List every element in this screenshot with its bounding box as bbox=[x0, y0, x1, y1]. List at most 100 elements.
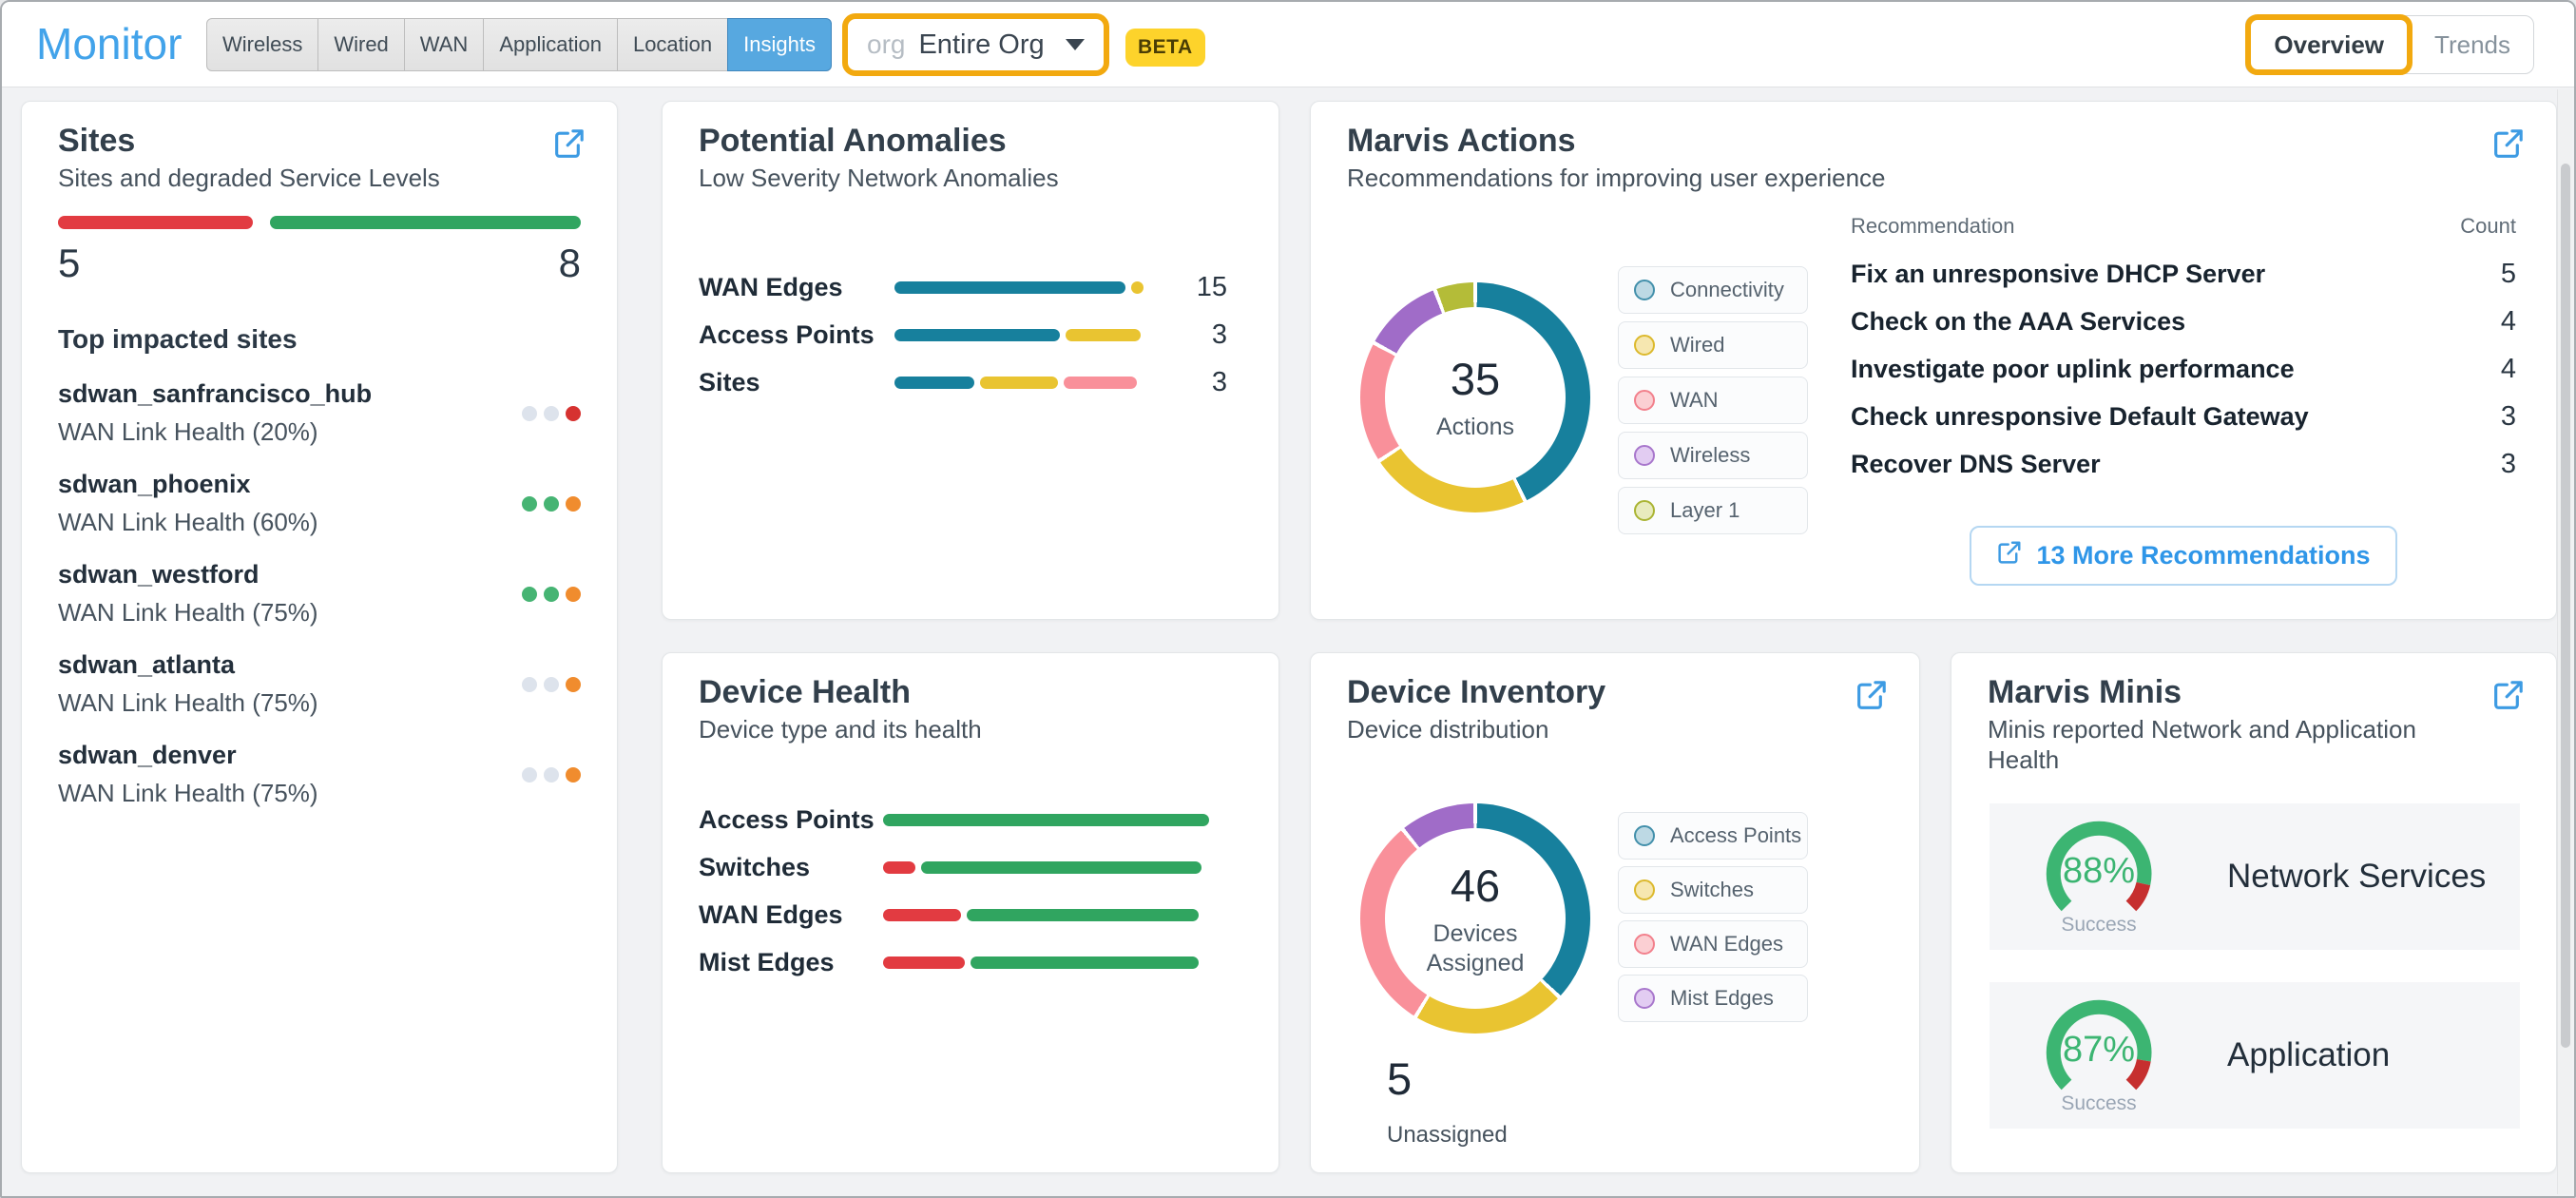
site-info: sdwan_denver WAN Link Health (75%) bbox=[58, 741, 318, 808]
legend-item-access-points[interactable]: Access Points bbox=[1618, 812, 1808, 860]
donut-hole bbox=[1385, 307, 1566, 488]
red-bar-segment bbox=[883, 908, 962, 921]
tab-wan[interactable]: WAN bbox=[403, 18, 485, 71]
site-name: sdwan_sanfrancisco_hub bbox=[58, 379, 373, 408]
olive-legend-dot bbox=[1634, 500, 1655, 521]
card-title-potential-anomalies: Potential Anomalies bbox=[699, 123, 1007, 159]
legend-item-wireless[interactable]: Wireless bbox=[1618, 432, 1808, 479]
recommendation-count: 5 bbox=[2500, 258, 2516, 289]
tab-wireless[interactable]: Wireless bbox=[206, 18, 319, 71]
external-link-icon[interactable] bbox=[2491, 126, 2526, 161]
yellow-legend-dot bbox=[1634, 879, 1655, 900]
actions-legend: Connectivity Wired WAN Wireless Layer 1 bbox=[1618, 266, 1808, 534]
recommendation-row[interactable]: Check on the AAA Services 4 bbox=[1851, 298, 2516, 345]
recommendation-column-header: Recommendation bbox=[1851, 214, 2015, 238]
recommendation-row[interactable]: Check unresponsive Default Gateway 3 bbox=[1851, 393, 2516, 440]
site-name: sdwan_atlanta bbox=[58, 650, 236, 679]
metric-label: Sites bbox=[699, 367, 760, 396]
site-info: sdwan_sanfrancisco_hub WAN Link Health (2… bbox=[58, 379, 372, 447]
legend-item-wan[interactable]: WAN bbox=[1618, 377, 1808, 424]
red-bar-segment bbox=[883, 956, 965, 969]
donut-center-text: 46 Devices Assigned bbox=[1360, 803, 1590, 1034]
health-dot bbox=[566, 405, 581, 421]
minis-category-label: Network Services bbox=[2227, 858, 2487, 895]
gauge-caption: Success bbox=[2061, 1092, 2137, 1114]
site-list-item-sdwan-phoenix[interactable]: sdwan_phoenix WAN Link Health (60%) bbox=[58, 470, 581, 537]
legend-item-layer-1[interactable]: Layer 1 bbox=[1618, 487, 1808, 534]
recommendation-count: 4 bbox=[2500, 305, 2516, 337]
org-selector[interactable]: org Entire Org bbox=[842, 13, 1109, 76]
toggle-trends[interactable]: Trends bbox=[2434, 29, 2510, 59]
tab-application[interactable]: Application bbox=[483, 18, 618, 71]
external-link-icon[interactable] bbox=[1855, 678, 1889, 712]
site-health-metric: WAN Link Health (20%) bbox=[58, 417, 318, 446]
site-list-item-sdwan-sanfrancisco-hub[interactable]: sdwan_sanfrancisco_hub WAN Link Health (2… bbox=[58, 379, 581, 447]
teal-legend-dot bbox=[1634, 825, 1655, 846]
recommendation-text: Recover DNS Server bbox=[1851, 449, 2101, 478]
scrollbar-track[interactable] bbox=[2557, 89, 2572, 1194]
legend-item-mist-edges[interactable]: Mist Edges bbox=[1618, 975, 1808, 1022]
sites-slo-bar bbox=[58, 216, 581, 229]
site-list-item-sdwan-denver[interactable]: sdwan_denver WAN Link Health (75%) bbox=[58, 741, 581, 808]
site-info: sdwan_westford WAN Link Health (75%) bbox=[58, 560, 318, 628]
external-link-icon[interactable] bbox=[2491, 678, 2526, 712]
legend-item-switches[interactable]: Switches bbox=[1618, 866, 1808, 914]
health-dot bbox=[544, 405, 559, 421]
minis-health-rows: 88% Success Network Services 87% Success Appl… bbox=[1990, 803, 2520, 1129]
health-dot bbox=[522, 766, 537, 783]
metric-count: 3 bbox=[1211, 319, 1227, 350]
legend-label: WAN bbox=[1670, 388, 1719, 412]
anomaly-row-access-points: Access Points 3 bbox=[699, 311, 1242, 358]
purple-legend-dot bbox=[1634, 988, 1655, 1009]
gauge-percent: 87% bbox=[2062, 1030, 2136, 1070]
recommendations-table: Recommendation Count Fix an unresponsive… bbox=[1851, 214, 2516, 488]
pink-legend-dot bbox=[1634, 390, 1655, 411]
metric-bar bbox=[894, 376, 1145, 389]
metric-label: Access Points bbox=[699, 804, 875, 834]
site-health-dots bbox=[522, 405, 581, 421]
more-recommendations-button[interactable]: 13 More Recommendations bbox=[1970, 526, 2397, 586]
recommendation-count: 3 bbox=[2500, 448, 2516, 479]
beta-badge: BETA bbox=[1125, 29, 1205, 67]
site-list-item-sdwan-westford[interactable]: sdwan_westford WAN Link Health (75%) bbox=[58, 560, 581, 628]
card-subtitle-sites: Sites and degraded Service Levels bbox=[58, 164, 440, 192]
recommendation-row[interactable]: Fix an unresponsive DHCP Server 5 bbox=[1851, 250, 2516, 298]
recommendation-row[interactable]: Recover DNS Server 3 bbox=[1851, 440, 2516, 488]
health-dot bbox=[566, 676, 581, 692]
site-health-metric: WAN Link Health (75%) bbox=[58, 779, 318, 807]
recommendation-row[interactable]: Investigate poor uplink performance 4 bbox=[1851, 345, 2516, 393]
toggle-overview[interactable]: Overview bbox=[2245, 14, 2413, 75]
org-selector-prefix: org bbox=[867, 29, 906, 59]
scrollbar-thumb[interactable] bbox=[2561, 164, 2570, 1048]
donut-total-value: 35 bbox=[1450, 354, 1501, 404]
health-dot bbox=[522, 495, 537, 512]
legend-label: Wired bbox=[1670, 333, 1725, 357]
tab-location[interactable]: Location bbox=[616, 18, 729, 71]
device-inventory-card: Device Inventory Device distribution 46 D… bbox=[1310, 652, 1920, 1173]
legend-item-connectivity[interactable]: Connectivity bbox=[1618, 266, 1808, 314]
inventory-legend: Access Points Switches WAN Edges Mist Edges bbox=[1618, 812, 1808, 1022]
unassigned-label: Unassigned bbox=[1387, 1122, 1508, 1148]
legend-label: WAN Edges bbox=[1670, 932, 1784, 956]
yellow-bar-segment bbox=[1066, 328, 1142, 341]
site-list-item-sdwan-atlanta[interactable]: sdwan_atlanta WAN Link Health (75%) bbox=[58, 650, 581, 718]
health-dot bbox=[566, 766, 581, 783]
site-health-dots bbox=[522, 586, 581, 602]
green-bar-segment bbox=[921, 860, 1202, 874]
anomaly-row-wan-edges: WAN Edges 15 bbox=[699, 263, 1242, 311]
legend-item-wired[interactable]: Wired bbox=[1618, 321, 1808, 369]
teal-bar-segment bbox=[894, 328, 1061, 341]
recommendation-text: Check on the AAA Services bbox=[1851, 306, 2186, 336]
metric-count: 3 bbox=[1211, 366, 1227, 397]
tab-wired[interactable]: Wired bbox=[317, 18, 405, 71]
teal-bar-segment bbox=[894, 376, 975, 389]
monitor-tabs: Wireless Wired WAN Application Location Insig… bbox=[206, 18, 832, 71]
tab-insights[interactable]: Insights bbox=[727, 18, 832, 71]
legend-label: Switches bbox=[1670, 878, 1755, 901]
external-link-icon[interactable] bbox=[552, 126, 586, 161]
legend-item-wan-edges[interactable]: WAN Edges bbox=[1618, 920, 1808, 968]
impacted-sites-list: sdwan_sanfrancisco_hub WAN Link Health (2… bbox=[58, 379, 581, 808]
device-health-card: Device Health Device type and its health… bbox=[662, 652, 1279, 1173]
card-title-device-inventory: Device Inventory bbox=[1347, 674, 1606, 710]
metric-label: Mist Edges bbox=[699, 947, 835, 976]
